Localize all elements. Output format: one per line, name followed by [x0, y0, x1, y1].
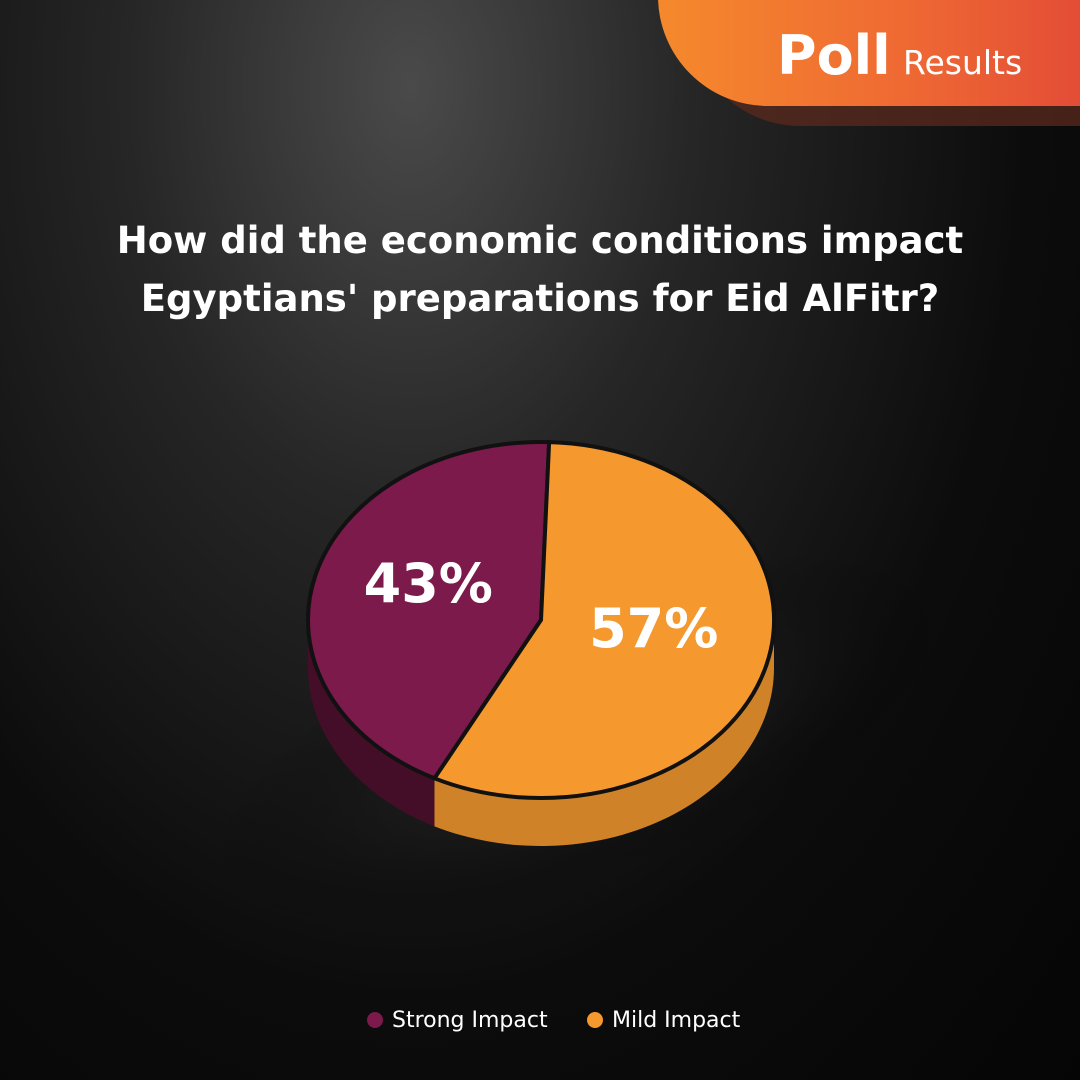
- value-label: 43%: [364, 552, 493, 615]
- legend-label: Strong Impact: [392, 1008, 548, 1033]
- legend-swatch: [367, 1012, 383, 1028]
- badge-title: Poll: [777, 24, 891, 87]
- badge-subtitle: Results: [903, 43, 1023, 82]
- badge: [658, 0, 1080, 106]
- slice-side: [308, 620, 435, 827]
- legend-swatch: [587, 1012, 603, 1028]
- slice-side: [434, 620, 774, 846]
- value-label: 57%: [589, 597, 718, 660]
- slice: [431, 440, 776, 800]
- chart-title: How did the economic conditions impact E…: [116, 219, 964, 320]
- legend-label: Mild Impact: [612, 1008, 741, 1033]
